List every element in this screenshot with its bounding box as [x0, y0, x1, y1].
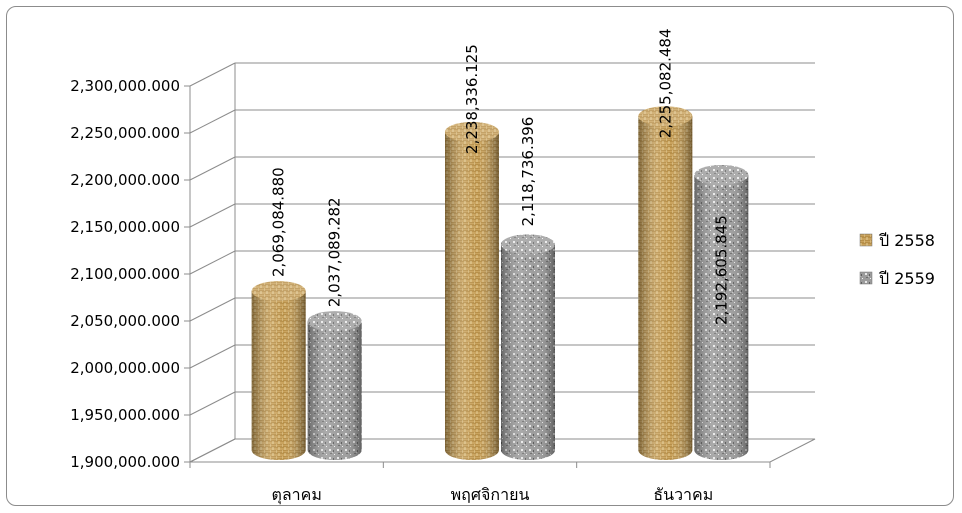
bar-top-highlight — [501, 234, 555, 255]
bar-top-highlight — [307, 311, 362, 332]
bar — [307, 311, 362, 460]
data-label: 2,037,089.282 — [326, 197, 344, 307]
y-tick-label: 2,100,000.000 — [70, 265, 180, 283]
bar-top-highlight — [694, 164, 749, 185]
bar-top — [501, 234, 555, 255]
gridline-side — [189, 156, 236, 181]
bar — [638, 106, 693, 460]
bar-top — [307, 311, 362, 332]
bar-top — [251, 281, 306, 302]
bar-shade — [694, 174, 749, 460]
bars-layer — [251, 106, 749, 460]
bar-top-highlight — [445, 121, 499, 142]
y-tick-label: 2,250,000.000 — [70, 124, 180, 142]
gridline-side — [189, 203, 236, 228]
gridline-side — [189, 250, 236, 275]
y-tick-label: 1,900,000.000 — [70, 453, 180, 471]
labels-layer: 2,069,084.880 2,037,089.282 2,238,336.125 2… — [270, 28, 731, 324]
data-label: 2,238,336.125 — [463, 44, 481, 154]
gridline-side — [189, 297, 236, 322]
bar-top — [445, 121, 499, 142]
bar-top — [694, 164, 749, 185]
bar-shade — [307, 321, 362, 460]
legend-swatch — [859, 271, 873, 285]
legend-item: ปี 2559 — [859, 269, 935, 288]
x-tick-label: ธันวาคม — [653, 485, 713, 504]
x-tick-label: ตุลาคม — [271, 485, 321, 505]
y-tick-label: 2,300,000.000 — [70, 77, 180, 95]
bar-shade — [638, 116, 693, 460]
y-tick-label: 2,000,000.000 — [70, 359, 180, 377]
gridline-side — [189, 344, 236, 369]
gridline-side — [189, 62, 236, 87]
gridline-side — [189, 109, 236, 134]
data-label: 2,118,736.396 — [519, 117, 537, 227]
bar — [501, 234, 555, 460]
y-tick-label: 2,200,000.000 — [70, 171, 180, 189]
bar-shade — [251, 291, 306, 460]
data-label: 2,069,084.880 — [270, 167, 288, 277]
bar-shade — [445, 131, 499, 460]
bar-top-highlight — [251, 281, 306, 302]
data-label: 2,255,082.484 — [656, 28, 674, 138]
y-tick-label: 2,150,000.000 — [70, 218, 180, 236]
legend-label: ปี 2559 — [879, 269, 935, 288]
bar-top-highlight — [638, 106, 693, 127]
gridline-side — [189, 391, 236, 416]
legend-label: ปี 2558 — [879, 231, 935, 250]
bar — [251, 281, 306, 460]
y-tick-label: 2,050,000.000 — [70, 312, 180, 330]
bar-top — [638, 106, 693, 127]
data-label: 2,192,605.845 — [712, 215, 730, 325]
legend: ปี 2558 ปี 2559 — [859, 231, 935, 288]
bar — [445, 121, 499, 460]
y-tick-label: 1,950,000.000 — [70, 406, 180, 424]
bar-shade — [501, 244, 555, 460]
legend-swatch — [859, 233, 873, 247]
bar — [694, 164, 749, 460]
legend-item: ปี 2558 — [859, 231, 935, 250]
x-tick-label: พฤศจิกายน — [451, 485, 530, 504]
